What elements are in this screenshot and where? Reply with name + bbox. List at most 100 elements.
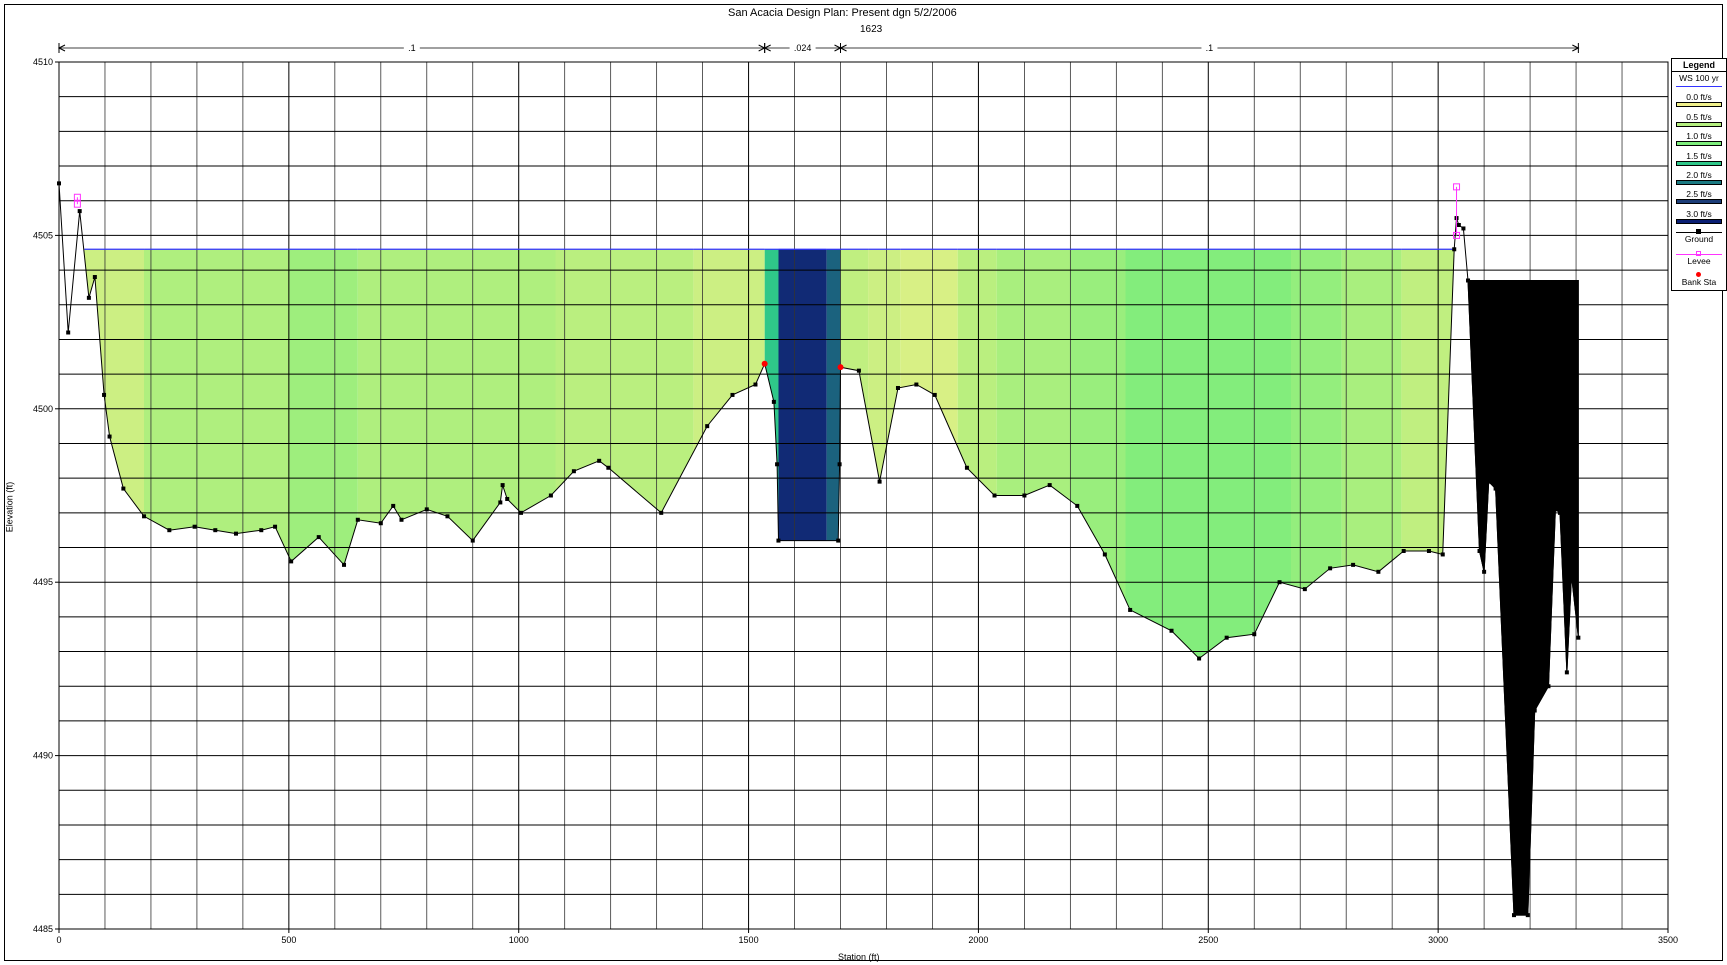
manning-n-label: .024 (794, 43, 812, 53)
legend-marker (1696, 271, 1701, 277)
ground-point (1525, 913, 1530, 918)
velocity-band-7 (778, 249, 827, 541)
ground-point (1277, 580, 1282, 585)
x-tick-label: 3000 (1428, 935, 1448, 945)
legend-item-label: Ground (1684, 234, 1714, 245)
legend-item: 0.0 ft/s (1672, 91, 1726, 110)
ground-point (1493, 486, 1498, 491)
ground-point (914, 382, 919, 387)
legend-item: WS 100 yr (1672, 72, 1726, 91)
ground-point (92, 275, 97, 280)
legend-item: 3.0 ft/s (1672, 208, 1726, 227)
legend-item-label: WS 100 yr (1679, 73, 1719, 83)
legend-item-label: 1.5 ft/s (1686, 150, 1712, 161)
bank-station-marker (837, 364, 844, 371)
legend-item: 2.5 ft/s (1672, 188, 1726, 207)
x-tick-label: 2500 (1198, 935, 1218, 945)
ground-point (964, 465, 969, 470)
manning-n-label-bg (1201, 42, 1218, 53)
ground-point (1452, 247, 1457, 252)
y-axis-label: Elevation (ft) (4, 481, 15, 533)
ground-point (992, 493, 997, 498)
velocity-band-2 (288, 249, 358, 565)
legend-item: 1.0 ft/s (1672, 130, 1726, 149)
legend-swatch (1676, 160, 1722, 166)
chart-frame (4, 4, 1723, 961)
ground-point (877, 479, 882, 484)
x-tick-label: 1000 (509, 935, 529, 945)
velocity-band-3 (357, 249, 556, 541)
ground-point (1466, 278, 1471, 283)
ground-point (233, 531, 238, 536)
ground-point (86, 295, 91, 300)
y-tick-label: 4485 (33, 924, 53, 934)
ground-point (775, 462, 780, 467)
ground-point (1328, 566, 1333, 571)
ground-point (1224, 635, 1229, 640)
ground-point (1047, 483, 1052, 488)
ground-point (753, 382, 758, 387)
ground-point (1532, 708, 1537, 713)
ground-point (424, 507, 429, 512)
velocity-band-17 (1341, 249, 1402, 572)
legend: Legend WS 100 yr 0.0 ft/s 0.5 ft/s 1.0 ft/s… (1671, 58, 1727, 291)
y-tick-label: 4500 (33, 404, 53, 414)
levee-marker (1453, 231, 1461, 239)
ground-point (1169, 628, 1174, 633)
ground-point (213, 528, 218, 533)
legend-line-symbol (1676, 250, 1722, 256)
ground-point (571, 469, 576, 474)
y-tick-label: 4510 (33, 57, 53, 67)
ground-point (121, 486, 126, 491)
ground-point (776, 538, 781, 543)
legend-swatch (1676, 141, 1722, 147)
x-tick-label: 1500 (739, 935, 759, 945)
ground-point (1553, 507, 1558, 512)
ground-point (102, 392, 107, 397)
legend-marker (1696, 250, 1701, 256)
legend-line-symbol (1676, 229, 1722, 235)
ground-point (505, 496, 510, 501)
velocity-band-18 (1401, 249, 1455, 555)
ground-point (273, 524, 278, 529)
manning-n-arrow (57, 44, 66, 52)
ground-point (856, 368, 861, 373)
ground-point (1546, 684, 1551, 689)
manning-n-arrow (1572, 44, 1580, 52)
manning-n-label-bg (789, 42, 816, 53)
ground-point (399, 517, 404, 522)
velocity-band-0 (84, 249, 144, 517)
ground-point (1102, 552, 1107, 557)
legend-item: Ground (1672, 227, 1726, 248)
legend-item: 1.5 ft/s (1672, 150, 1726, 169)
velocity-band-14 (1070, 249, 1126, 600)
legend-item: Levee (1672, 249, 1726, 270)
ground-point (77, 209, 82, 214)
ground-point (606, 465, 611, 470)
ground-point (1576, 635, 1581, 640)
ground-point (1557, 510, 1562, 515)
legend-item-label: 2.5 ft/s (1686, 189, 1712, 200)
ground-point (1302, 587, 1307, 592)
ground-point (1486, 479, 1491, 484)
velocity-band-6 (764, 249, 779, 541)
velocity-band-5 (693, 249, 765, 453)
ground-point (289, 559, 294, 564)
levee-marker (73, 200, 81, 208)
velocity-band-4 (555, 249, 694, 513)
ground-point (659, 510, 664, 515)
x-tick-label: 500 (281, 935, 296, 945)
ground-point (548, 493, 553, 498)
legend-marker (1696, 229, 1701, 235)
legend-item-label: Levee (1687, 255, 1711, 266)
ground-point (355, 517, 360, 522)
ground-point (1022, 493, 1027, 498)
ground-point (445, 514, 450, 519)
velocity-band-13 (996, 249, 1071, 501)
legend-swatch (1676, 102, 1722, 108)
ground-point (498, 500, 503, 505)
levee-marker (1453, 183, 1461, 191)
legend-title: Legend (1672, 59, 1726, 72)
legend-swatch (1676, 218, 1722, 224)
x-tick-label: 3500 (1658, 935, 1678, 945)
